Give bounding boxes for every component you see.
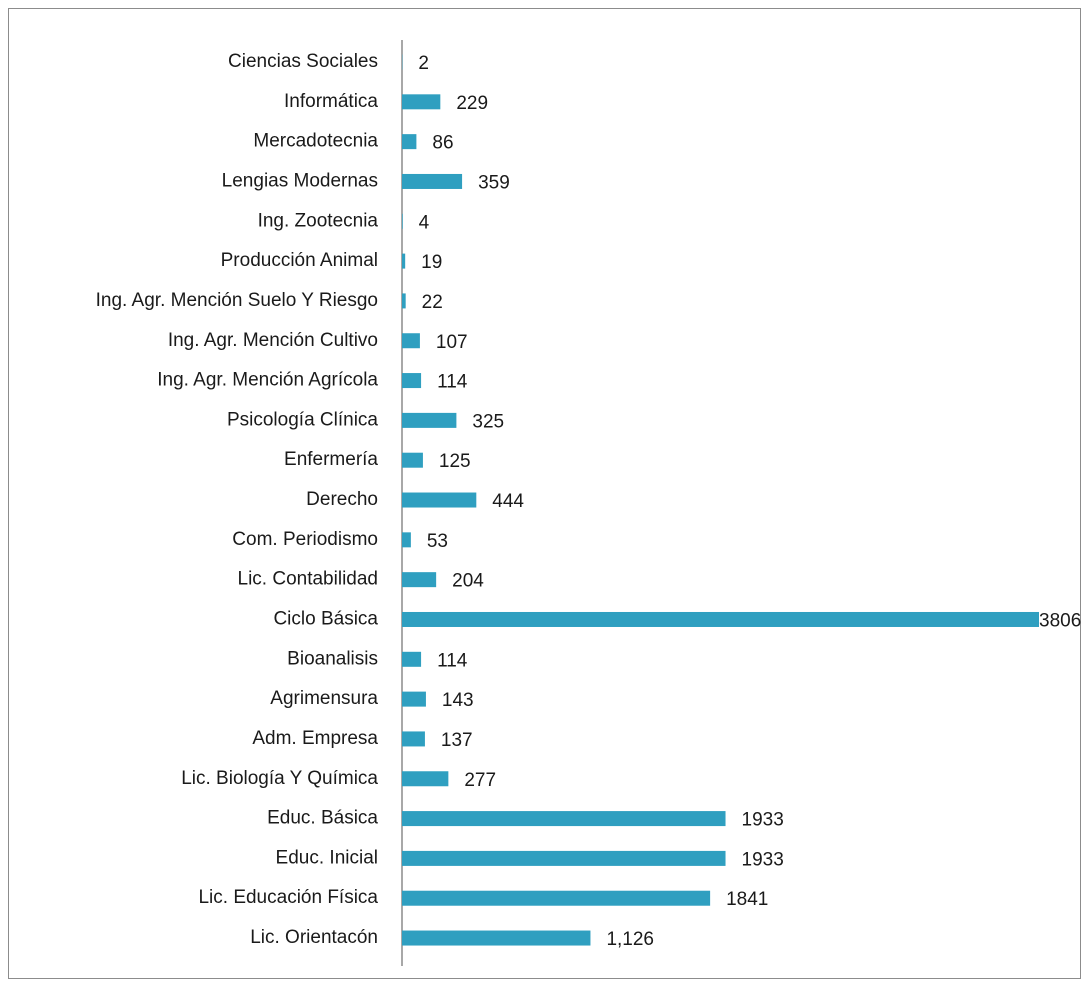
data-label: 107 <box>436 332 468 353</box>
data-label: 19 <box>421 252 442 273</box>
bar <box>402 930 591 946</box>
bar <box>402 691 426 707</box>
y-tick-label: Ing. Agr. Mención Agrícola <box>157 370 378 391</box>
chart-frame <box>8 8 1081 979</box>
y-tick-label: Lic. Contabilidad <box>238 569 378 590</box>
y-tick-label: Agrimensura <box>270 688 378 709</box>
y-tick-label: Lic. Biología Y Química <box>181 768 378 789</box>
y-tick-label: Producción Animal <box>221 250 378 271</box>
bar <box>402 253 406 269</box>
data-label: 53 <box>427 531 448 552</box>
y-tick-label: Derecho <box>306 489 378 510</box>
y-tick-label: Lengias Modernas <box>222 170 378 191</box>
bar <box>402 293 406 309</box>
y-tick-label: Educ. Inicial <box>276 847 378 868</box>
y-tick-label: Mercadotecnia <box>253 131 378 152</box>
bar <box>402 373 422 389</box>
data-label: 204 <box>452 571 484 592</box>
data-label: 359 <box>478 172 510 193</box>
y-tick-label: Bioanalisis <box>287 648 378 669</box>
y-tick-label: Ing. Agr. Mención Cultivo <box>168 330 378 351</box>
bar <box>402 890 711 906</box>
data-label: 22 <box>422 292 443 313</box>
bar <box>402 333 420 349</box>
data-label: 1841 <box>726 889 768 910</box>
bar <box>402 771 449 787</box>
data-label: 1933 <box>742 849 784 870</box>
bar <box>402 213 403 229</box>
y-tick-label: Enfermería <box>284 449 378 470</box>
data-label: 86 <box>432 133 453 154</box>
bar <box>402 134 417 150</box>
y-tick-label: Ing. Zootecnia <box>258 210 379 231</box>
bar <box>402 651 422 667</box>
y-tick-label: Com. Periodismo <box>232 529 378 550</box>
bar <box>402 173 463 189</box>
data-label: 143 <box>442 690 474 711</box>
data-label: 4 <box>419 212 430 233</box>
y-tick-label: Ciclo Básica <box>273 608 378 629</box>
bar <box>402 532 411 548</box>
y-tick-label: Ciencias Sociales <box>228 51 378 72</box>
y-tick-label: Lic. Orientacón <box>250 927 378 948</box>
bar <box>402 850 726 866</box>
data-label: 1,126 <box>606 929 654 950</box>
data-label: 125 <box>439 451 471 472</box>
y-tick-label: Adm. Empresa <box>252 728 378 749</box>
y-tick-label: Lic. Educación Física <box>198 887 378 908</box>
data-label: 277 <box>464 770 496 791</box>
data-label: 444 <box>492 491 524 512</box>
data-label: 2 <box>418 53 429 74</box>
y-tick-label: Informática <box>284 91 378 112</box>
bar <box>402 811 726 827</box>
y-tick-label: Ing. Agr. Mención Suelo Y Riesgo <box>96 290 378 311</box>
y-tick-label: Psicología Clínica <box>227 409 378 430</box>
bar <box>402 452 423 468</box>
bar <box>402 94 441 110</box>
bar <box>402 412 457 428</box>
data-label: 114 <box>437 650 468 671</box>
bar <box>402 611 1039 627</box>
data-label: 229 <box>456 93 488 114</box>
bar <box>402 572 437 588</box>
data-label: 137 <box>441 730 473 751</box>
data-label: 114 <box>437 372 468 393</box>
bar <box>402 492 477 508</box>
data-label: 325 <box>472 411 504 432</box>
data-label: 1933 <box>742 810 784 831</box>
bar <box>402 731 425 747</box>
data-label: 3806 <box>1039 610 1081 631</box>
y-tick-label: Educ. Básica <box>267 808 378 829</box>
